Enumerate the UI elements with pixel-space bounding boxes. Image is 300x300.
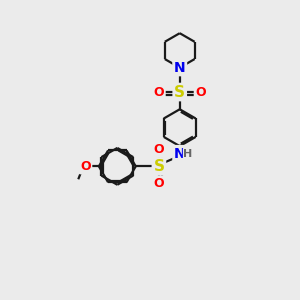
Text: H: H	[183, 148, 193, 159]
Text: O: O	[154, 177, 164, 190]
Text: S: S	[174, 85, 185, 100]
Text: S: S	[153, 159, 164, 174]
Text: O: O	[80, 160, 91, 173]
Text: N: N	[174, 147, 185, 160]
Text: N: N	[174, 61, 185, 75]
Text: O: O	[195, 85, 206, 98]
Text: O: O	[154, 142, 164, 156]
Text: O: O	[154, 85, 164, 98]
